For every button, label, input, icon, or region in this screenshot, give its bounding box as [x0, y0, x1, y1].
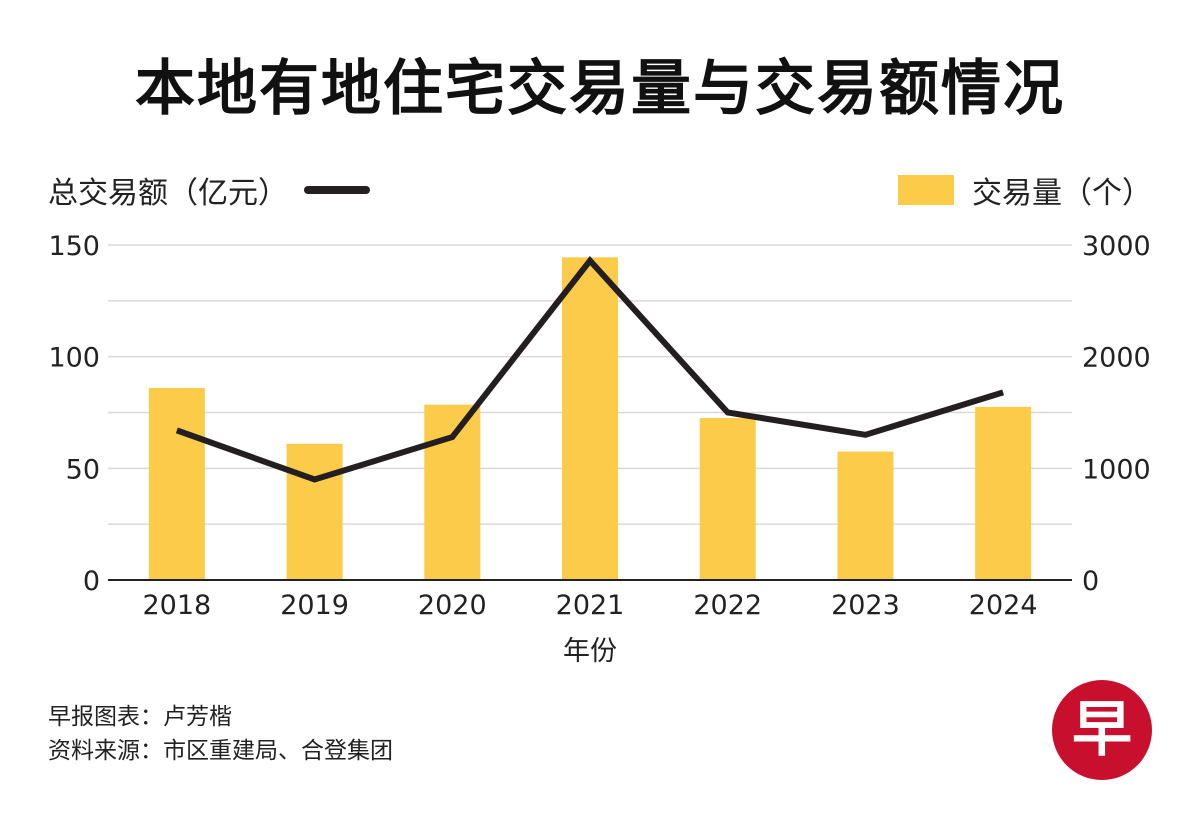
- x-tick-label: 2023: [831, 590, 900, 621]
- bar-2022: [699, 418, 756, 580]
- x-tick-label: 2024: [969, 590, 1038, 621]
- x-tick-label: 2022: [693, 590, 762, 621]
- footer: 早报图表：卢芳楷 资料来源：市区重建局、合登集团: [48, 700, 393, 768]
- bar-2024: [975, 406, 1032, 580]
- x-tick-label: 2018: [142, 590, 211, 621]
- y-left-tick-label: 50: [66, 454, 100, 485]
- chart-title: 本地有地住宅交易量与交易额情况: [135, 54, 1065, 124]
- x-tick-label: 2021: [556, 590, 625, 621]
- bar-2018: [148, 387, 205, 580]
- footer-credit: 早报图表：卢芳楷: [48, 704, 232, 730]
- legend-bar-swatch: [898, 175, 954, 205]
- legend-line: 总交易额（亿元）: [48, 168, 370, 212]
- bar-2023: [837, 451, 894, 580]
- bar-2019: [286, 443, 343, 580]
- footer-source: 资料来源：市区重建局、合登集团: [48, 738, 393, 764]
- y-right-tick-label: 1000: [1082, 454, 1151, 485]
- y-left-tick-label: 0: [83, 566, 100, 597]
- y-left-tick-label: 150: [48, 231, 100, 262]
- bar-2021: [562, 257, 618, 580]
- y-left-tick-label: 100: [48, 343, 100, 374]
- legend-bar: 交易量（个）: [898, 168, 1152, 212]
- y-right-tick-label: 3000: [1082, 231, 1151, 262]
- legend-line-swatch: [304, 186, 370, 194]
- x-tick-label: 2020: [418, 590, 487, 621]
- y-right-tick-label: 2000: [1082, 343, 1151, 374]
- y-right-tick-label: 0: [1082, 566, 1099, 597]
- legend-bar-label: 交易量（个）: [972, 176, 1152, 211]
- bar-2020: [424, 404, 481, 580]
- x-tick-label: 2019: [280, 590, 349, 621]
- legend-line-label: 总交易额（亿元）: [48, 176, 288, 211]
- logo-text: 早: [1072, 695, 1132, 765]
- x-axis-label: 年份: [563, 636, 617, 667]
- zaobao-logo: 早: [1052, 680, 1152, 780]
